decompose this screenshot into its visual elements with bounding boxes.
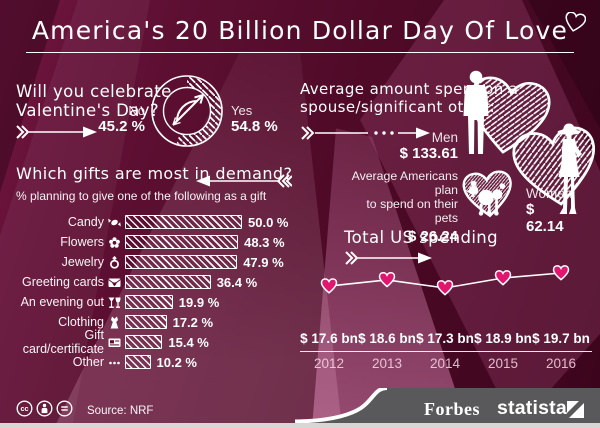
ellipsis-icon [107, 356, 122, 369]
gift-row: Gift card/certificate 15.4 % [22, 328, 209, 356]
heart-icon [565, 12, 587, 32]
man-silhouette-icon [463, 70, 489, 154]
arrow-right-icon [345, 251, 432, 265]
arrow-left-icon [196, 174, 292, 188]
forbes-logo: Forbes [424, 399, 480, 419]
gift-bar [125, 255, 238, 269]
candy-icon [107, 216, 122, 229]
pets-amount: Average Americans plan to spend on their… [351, 169, 458, 245]
gift-row: Other 10.2 % [72, 354, 197, 370]
men-amount: Men $ 133.61 [399, 130, 458, 162]
svg-text:cc: cc [20, 404, 28, 413]
footer-swoosh [295, 388, 600, 423]
spending-heart-marker [494, 270, 512, 286]
gift-row: Jewelry 47.9 % [61, 254, 284, 270]
spending-value: $ 19.7 bn [532, 331, 590, 346]
cupid-bow-icon [172, 94, 204, 126]
celebrate-question: Will you celebrate Valentine's Day? [16, 82, 172, 121]
celebrate-yes: Yes 54.8 % [231, 103, 278, 135]
women-amount: Women $ 62.14 [526, 186, 573, 235]
spending-value: $ 17.3 bn [416, 331, 474, 346]
envelope-heart-icon [107, 276, 122, 289]
statista-mark-icon [567, 401, 584, 418]
ring-icon [107, 255, 122, 269]
gift-bar [125, 215, 242, 229]
arrow-dotted-icon [301, 126, 430, 140]
statista-logo: statista [497, 397, 567, 419]
arrow-right-icon [16, 125, 97, 139]
spending-heart-marker [378, 271, 396, 288]
page-title: America's 20 Billion Dollar Day Of Love [0, 12, 600, 53]
spending-value: $ 18.6 bn [358, 331, 416, 346]
gift-bar [125, 235, 239, 249]
spending-value: $ 18.9 bn [474, 331, 532, 346]
gift-bar [125, 275, 211, 289]
drinks-icon [107, 296, 122, 309]
gift-card-icon [107, 336, 122, 349]
gift-bar [125, 355, 151, 369]
spending-year: 2015 [487, 356, 519, 371]
dress-icon [107, 316, 122, 329]
spending-heart-marker [320, 278, 338, 294]
woman-silhouette-icon [557, 123, 582, 214]
spending-year: 2013 [371, 356, 403, 371]
footer-strip [0, 423, 600, 428]
spending-heart-marker [436, 280, 454, 296]
gift-row: Greeting cards 36.4 % [22, 274, 258, 290]
spending-heart-marker [552, 265, 570, 281]
gift-bar [125, 295, 173, 309]
poodle-icon [466, 180, 506, 216]
spouse-heading: Average amount spent on a spouse/signifi… [300, 80, 519, 116]
gifts-subheading: % planning to give one of the following … [16, 189, 267, 203]
celebrate-donut-chart [151, 75, 223, 147]
cc-icon: cc [16, 400, 33, 417]
gift-row: An evening out 19.9 % [20, 294, 220, 310]
gift-bar [125, 335, 163, 349]
spending-year: 2012 [313, 356, 345, 371]
spending-year: 2014 [429, 356, 461, 371]
attribution-icon [36, 400, 53, 417]
spending-value: $ 17.6 bn [300, 331, 358, 346]
celebrate-no: No 45.2 % [98, 103, 145, 135]
no-derivatives-icon [56, 400, 73, 417]
spending-year: 2016 [545, 356, 577, 371]
source-text: Source: NRF [87, 405, 154, 417]
title-text: America's 20 Billion Dollar Day Of Love [31, 16, 569, 45]
gift-bar [125, 315, 167, 329]
divider [300, 351, 592, 352]
gift-row: Clothing 17.2 % [58, 314, 214, 330]
gift-row: Flowers 48.3 % [60, 234, 285, 250]
spending-line-chart [320, 265, 570, 296]
gifts-heading: Which gifts are most in demand? [16, 164, 293, 183]
flower-icon [107, 236, 122, 249]
gift-row: Candy 50.0 % [67, 214, 289, 230]
spending-heading: Total US spending [344, 228, 499, 247]
